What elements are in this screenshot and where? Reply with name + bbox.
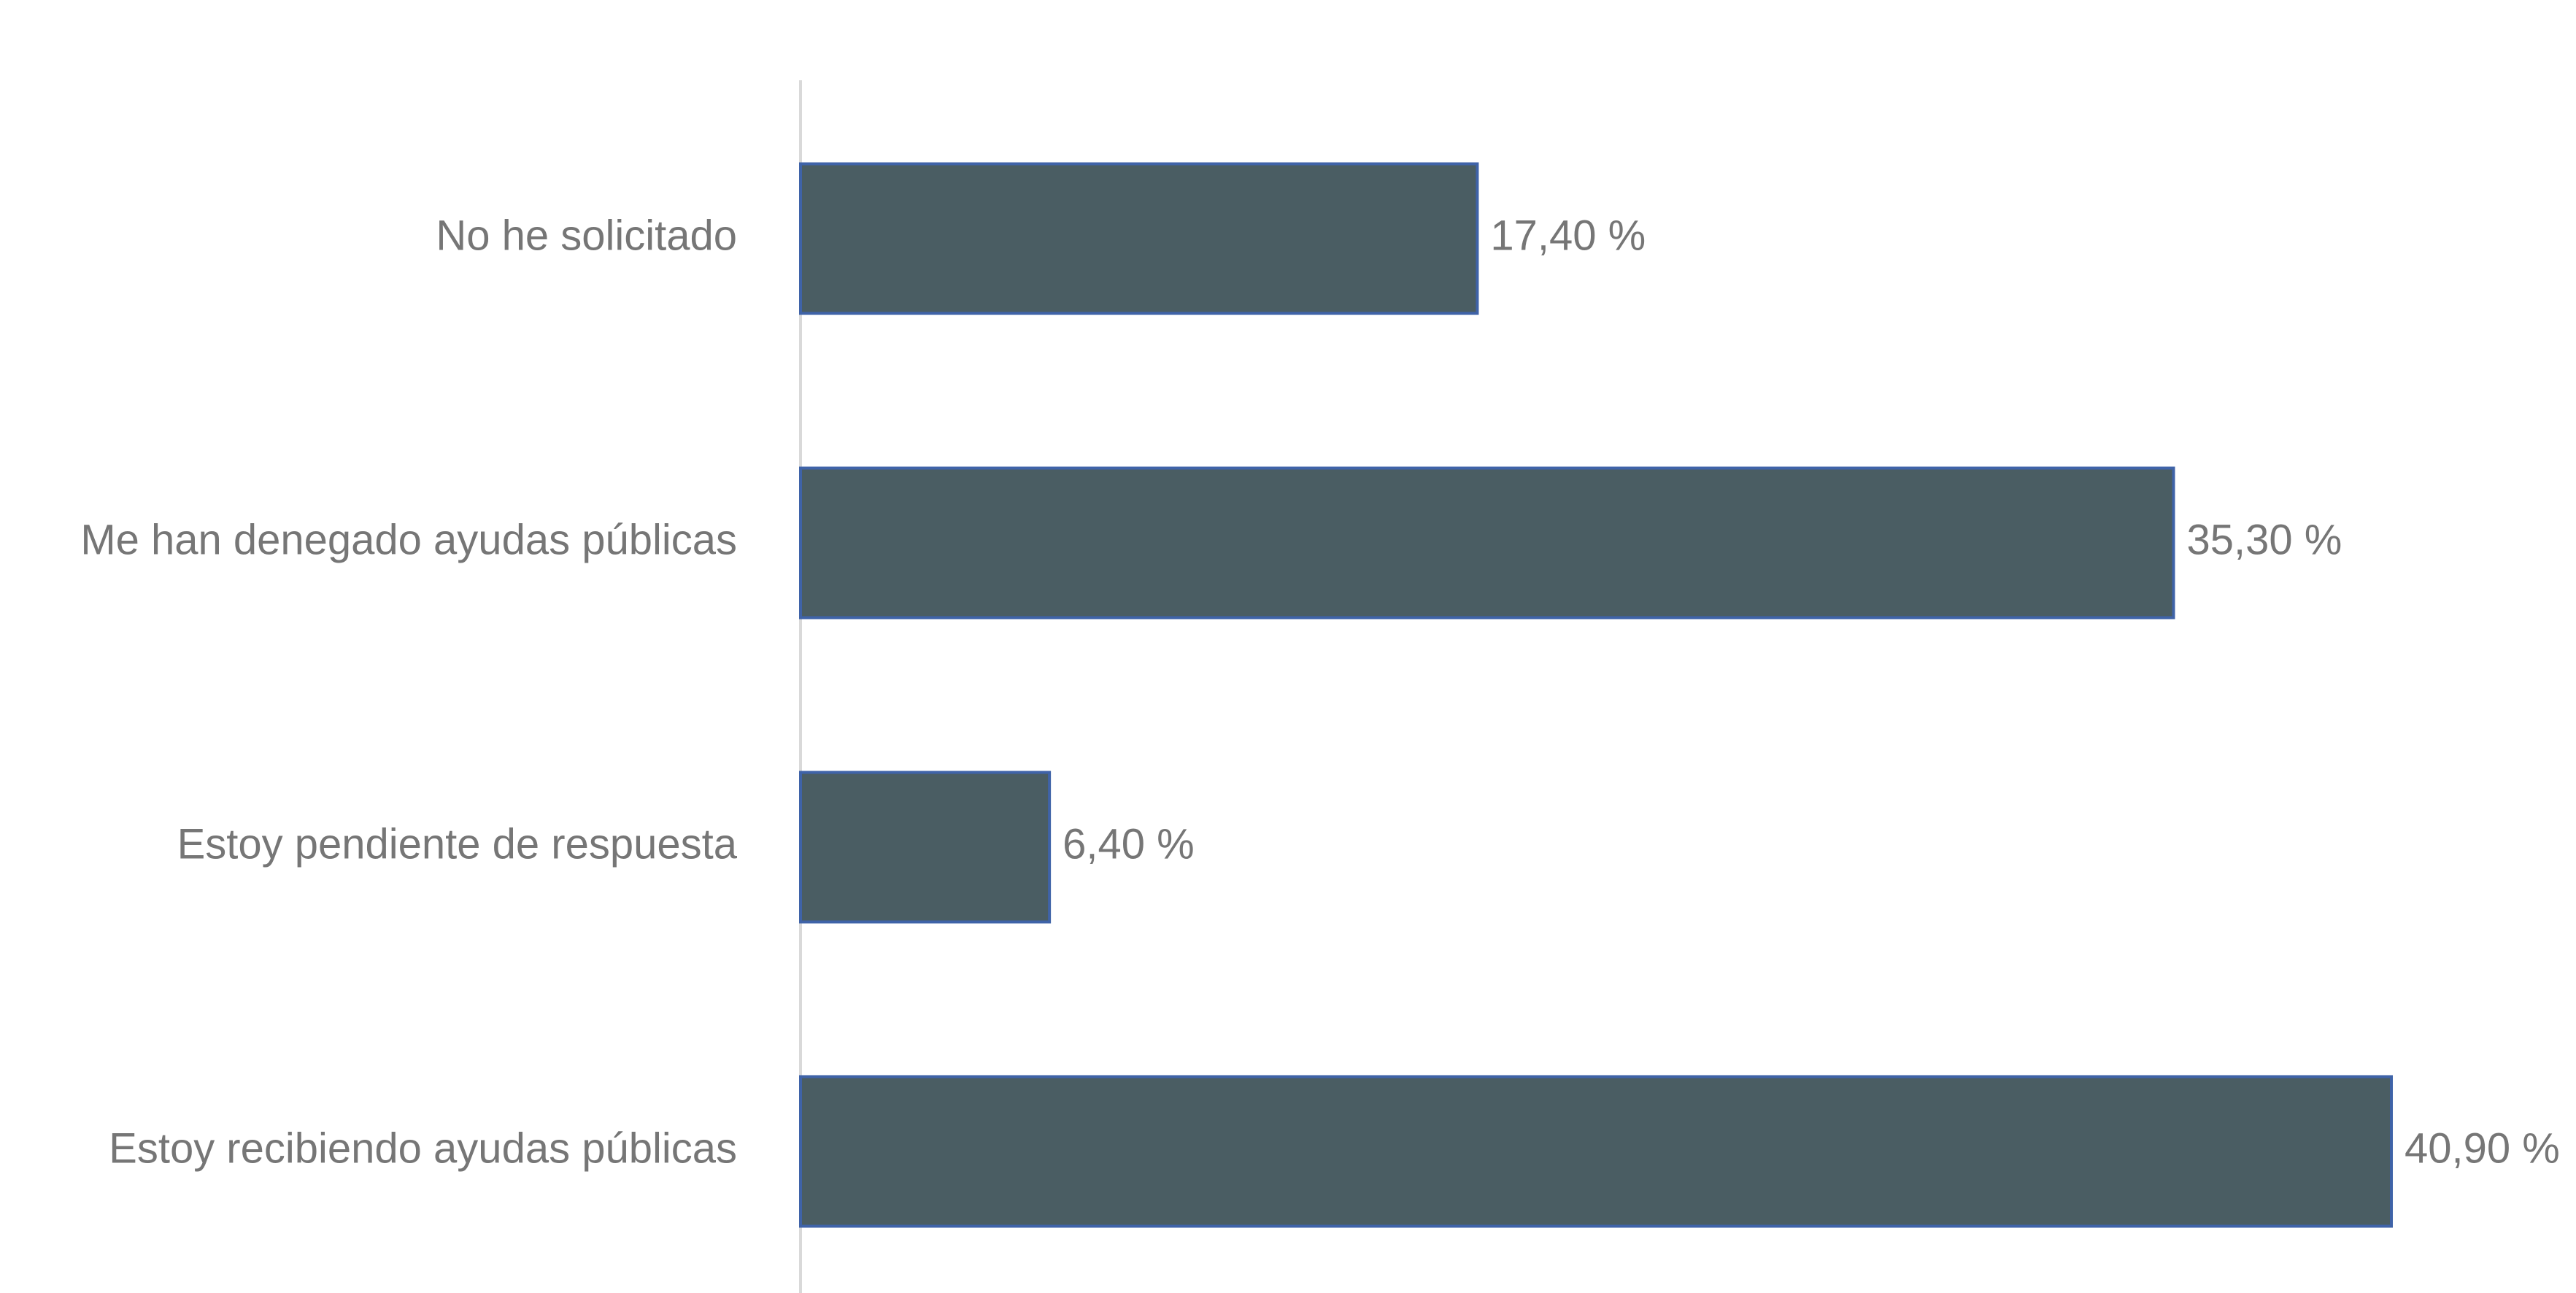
- value-label-2: 35,30 %: [2187, 516, 2342, 563]
- bar-3: [799, 771, 1052, 924]
- value-label-3: 6,40 %: [1063, 820, 1195, 868]
- category-label-2: Me han denegado ayudas públicas: [80, 516, 737, 563]
- bar-4: [799, 1075, 2393, 1228]
- category-label-4: Estoy recibiendo ayudas públicas: [109, 1124, 737, 1172]
- bar-1: [799, 162, 1479, 315]
- category-label-1: No he solicitado: [436, 212, 737, 259]
- bar-2: [799, 466, 2175, 620]
- category-labels-group: No he solicitado Me han denegado ayudas p…: [80, 212, 737, 1172]
- value-label-4: 40,90 %: [2405, 1124, 2560, 1172]
- value-label-1: 17,40 %: [1490, 212, 1646, 259]
- bars-group: [799, 162, 2393, 1228]
- category-label-3: Estoy pendiente de respuesta: [177, 820, 738, 868]
- value-labels-group: 17,40 % 35,30 % 6,40 % 40,90 %: [1063, 212, 2560, 1172]
